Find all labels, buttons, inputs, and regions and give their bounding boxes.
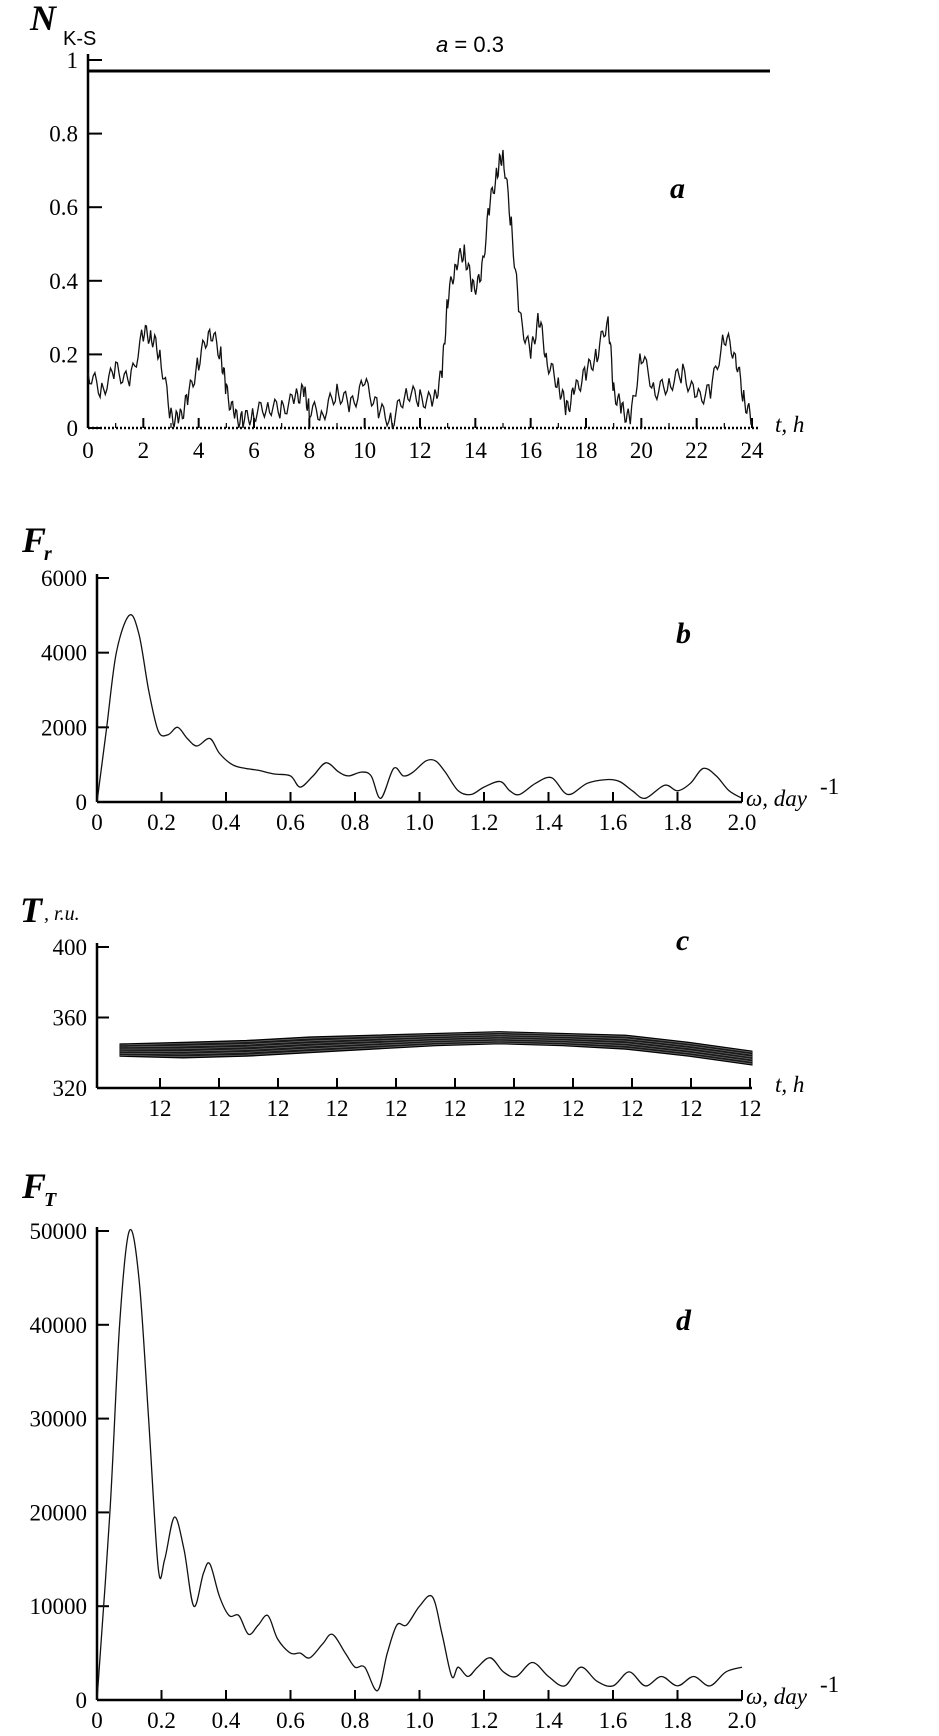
- x-tick-label: 2.0: [728, 810, 757, 835]
- series-line: [96, 614, 743, 803]
- x-tick-label: 0.6: [276, 810, 305, 835]
- x-axis-label-sup: -1: [820, 1672, 839, 1697]
- chart-panel-b: 0 2000 4000 6000 0 0.2 0.4 0.6 0.8 1.0 1.2 1.4 1.6 1.…: [21, 520, 839, 835]
- y-tick-label: 50000: [30, 1219, 88, 1244]
- y-tick-label: 20000: [30, 1500, 88, 1525]
- x-tick-label: 0.4: [212, 1708, 241, 1733]
- x-tick-label: 1.0: [405, 810, 434, 835]
- panel-letter: c: [676, 924, 689, 957]
- x-tick-label: 12: [326, 1096, 349, 1121]
- x-tick-label: 12: [680, 1096, 703, 1121]
- chart-panel-d: 0 10000 20000 30000 40000 50000 0 0.2 0.4 0.6 0.8 1…: [21, 1166, 839, 1733]
- x-tick-label: 12: [562, 1096, 585, 1121]
- x-tick-label: 1.8: [663, 1708, 692, 1733]
- x-tick-label: 12: [208, 1096, 231, 1121]
- x-tick-label: 0.6: [276, 1708, 305, 1733]
- x-tick-label: 0: [82, 438, 94, 463]
- y-axis-label: T: [20, 890, 44, 930]
- y-tick-label: 0.2: [49, 342, 78, 367]
- x-tick-label: 0: [91, 810, 103, 835]
- y-axis-label: F: [21, 520, 46, 560]
- x-tick-label: 0: [91, 1708, 103, 1733]
- y-tick-label: 2000: [41, 715, 87, 740]
- x-tick-label: 4: [193, 438, 205, 463]
- band-hatch: [119, 1040, 753, 1062]
- x-tick-label: 0.8: [341, 810, 370, 835]
- x-tick-label: 1.8: [663, 810, 692, 835]
- y-tick-label: 0: [76, 1688, 88, 1713]
- chart-panel-c: 320 360 400 12 12 12 12 12 12 12 12 12 12 12 T, r.u. t,…: [20, 890, 804, 1121]
- annotation-label: a = 0.3: [436, 32, 504, 57]
- y-tick-label: 10000: [30, 1594, 88, 1619]
- x-tick-label: 1.2: [470, 1708, 499, 1733]
- y-tick-label: 0.8: [49, 122, 78, 147]
- x-tick-label: 16: [519, 438, 542, 463]
- x-tick-label: 12: [621, 1096, 644, 1121]
- y-tick-label: 1: [67, 48, 79, 73]
- y-tick-label: 6000: [41, 566, 87, 591]
- x-tick-label: 1.2: [470, 810, 499, 835]
- x-axis-label: ω, day: [746, 786, 808, 811]
- x-tick-label: 12: [149, 1096, 172, 1121]
- x-tick-label: 12: [385, 1096, 408, 1121]
- x-tick-label: 2.0: [728, 1708, 757, 1733]
- y-axis-label-sub: K-S: [63, 28, 96, 50]
- x-tick-label: 0.4: [212, 810, 241, 835]
- x-tick-label: 20: [630, 438, 653, 463]
- panel-letter: a: [670, 172, 685, 205]
- y-tick-label: 320: [53, 1076, 88, 1101]
- panel-letter: b: [676, 617, 691, 650]
- x-axis-label: ω, day: [746, 1684, 808, 1709]
- x-tick-label: 24: [741, 438, 765, 463]
- y-tick-label: 0: [67, 416, 79, 441]
- series-line: [96, 1228, 743, 1701]
- x-axis-label: t, h: [775, 1072, 804, 1097]
- x-tick-label: 12: [739, 1096, 762, 1121]
- chart-panel-a: a = 0.300.20.40.60.810 2 4 6 8 10 12 14 16 18 20 22…: [29, 0, 804, 463]
- band-hatch: [119, 1034, 753, 1055]
- y-axis-label-sub: T: [44, 1189, 57, 1211]
- x-tick-label: 1.6: [599, 1708, 628, 1733]
- x-tick-label: 0.2: [147, 1708, 176, 1733]
- x-tick-label: 1.0: [405, 1708, 434, 1733]
- x-tick-label: 1.4: [534, 1708, 563, 1733]
- x-tick-label: 12: [409, 438, 432, 463]
- x-tick-label: 1.4: [534, 810, 563, 835]
- y-axis-label: F: [21, 1166, 46, 1206]
- y-axis-label-sub: r: [44, 543, 52, 565]
- band-hatch: [119, 1038, 753, 1060]
- panel-letter: d: [676, 1304, 692, 1337]
- y-tick-label: 400: [53, 935, 88, 960]
- y-tick-label: 0: [76, 790, 88, 815]
- x-tick-label: 14: [464, 438, 488, 463]
- y-tick-label: 0.6: [49, 195, 78, 220]
- x-tick-label: 0.8: [341, 1708, 370, 1733]
- x-tick-label: 12: [444, 1096, 467, 1121]
- y-tick-label: 40000: [30, 1313, 88, 1338]
- x-tick-label: 12: [503, 1096, 526, 1121]
- band-hatch: [119, 1042, 753, 1065]
- x-tick-label: 8: [304, 438, 316, 463]
- series-line: [87, 149, 753, 429]
- x-axis-label-sup: -1: [820, 774, 839, 799]
- y-axis-label-sub: , r.u.: [44, 903, 80, 925]
- band-hatch: [119, 1036, 753, 1058]
- x-tick-label: 0.2: [147, 810, 176, 835]
- x-tick-label: 22: [685, 438, 708, 463]
- x-tick-label: 6: [248, 438, 260, 463]
- x-axis-label: t, h: [775, 412, 804, 437]
- x-tick-label: 10: [353, 438, 376, 463]
- y-tick-label: 4000: [41, 641, 87, 666]
- y-tick-label: 360: [53, 1006, 88, 1031]
- y-tick-label: 0.4: [49, 269, 78, 294]
- x-tick-label: 12: [267, 1096, 290, 1121]
- y-tick-label: 30000: [30, 1407, 88, 1432]
- band-hatch: [119, 1032, 753, 1053]
- x-tick-label: 2: [138, 438, 150, 463]
- y-axis-label: N: [29, 0, 58, 38]
- x-tick-label: 1.6: [599, 810, 628, 835]
- x-tick-label: 18: [575, 438, 598, 463]
